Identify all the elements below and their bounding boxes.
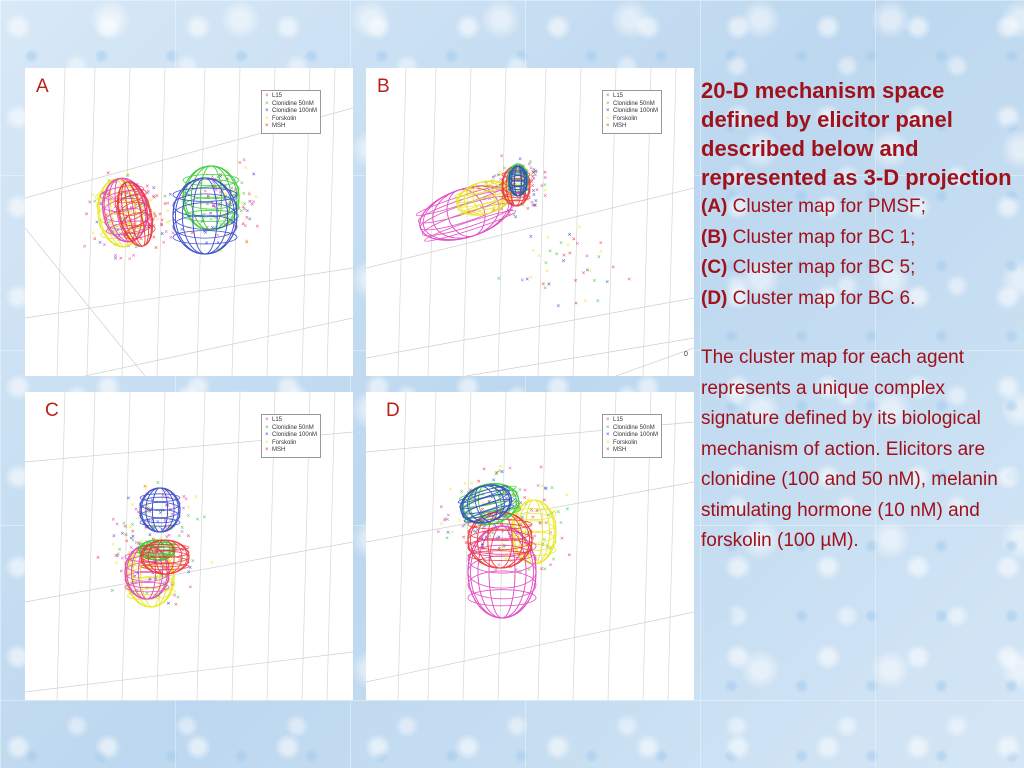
panel-b-axis-tick: 0 — [684, 351, 688, 358]
panel-a-cluster-map: A × L15 × Clonidine 50nM × Clonidine 100nM … — [25, 68, 353, 376]
legend-item-msh: × MSH — [265, 123, 286, 129]
caption-a: (A) Cluster map for PMSF; — [701, 196, 926, 217]
panel-b-legend: × L15 × Clonidine 50nM × Clonidine 100nM × F… — [602, 90, 662, 134]
legend-item-forskolin: × Forskolin — [606, 439, 638, 446]
slide-heading: 20-D mechanism space defined by elicitor… — [701, 78, 1012, 190]
description-column: 20-D mechanism space defined by elicitor… — [701, 76, 1019, 557]
panel-b-label: B — [377, 76, 390, 97]
legend-item-clonidine-50: × Clonidine 50nM — [606, 424, 655, 431]
panel-a-label: A — [36, 76, 49, 97]
legend-item-msh: × MSH — [606, 447, 627, 453]
panel-d-legend: × L15 × Clonidine 50nM × Clonidine 100nM × F… — [602, 414, 662, 458]
legend-item-l15: × L15 — [265, 93, 283, 99]
panel-a-plot — [25, 68, 353, 376]
legend-item-clonidine-100: × Clonidine 100nM — [265, 108, 318, 114]
legend-item-clonidine-50: × Clonidine 50nM — [606, 100, 655, 107]
panel-c-legend: × L15 × Clonidine 50nM × Clonidine 100nM × F… — [261, 414, 321, 458]
legend-item-forskolin: × Forskolin — [606, 115, 638, 122]
legend-item-msh: × MSH — [265, 447, 286, 453]
panel-c-cluster-map: C × L15 × Clonidine 50nM × Clonidine 100nM … — [25, 392, 353, 700]
legend-item-l15: × L15 — [606, 93, 624, 99]
panel-b-cluster-map: B × L15 × Clonidine 50nM × Clonidine 100nM … — [366, 68, 694, 376]
description-paragraph: The cluster map for each agent represent… — [701, 347, 998, 551]
legend-item-clonidine-50: × Clonidine 50nM — [265, 100, 314, 107]
panel-c-plot — [25, 392, 353, 700]
legend-item-clonidine-50: × Clonidine 50nM — [265, 424, 314, 431]
legend-item-l15: × L15 — [606, 417, 624, 423]
caption-b: (B) Cluster map for BC 1; — [701, 226, 916, 248]
panel-d-plot — [366, 392, 694, 700]
panel-d-cluster-map: D × L15 × Clonidine 50nM × Clonidine 100nM … — [366, 392, 694, 700]
legend-item-clonidine-100: × Clonidine 100nM — [606, 432, 659, 438]
legend-item-msh: × MSH — [606, 123, 627, 129]
legend-item-forskolin: × Forskolin — [265, 439, 297, 446]
panel-b-plot — [366, 68, 694, 376]
panel-a-legend: × L15 × Clonidine 50nM × Clonidine 100nM × F… — [261, 90, 321, 134]
panel-c-label: C — [45, 400, 59, 421]
legend-item-l15: × L15 — [265, 417, 283, 423]
legend-item-forskolin: × Forskolin — [265, 115, 297, 122]
legend-item-clonidine-100: × Clonidine 100nM — [265, 432, 318, 438]
panel-d-label: D — [386, 400, 400, 421]
caption-c: (C) Cluster map for BC 5; — [701, 257, 916, 278]
caption-d: (D) Cluster map for BC 6. — [701, 287, 916, 309]
legend-item-clonidine-100: × Clonidine 100nM — [606, 108, 659, 114]
